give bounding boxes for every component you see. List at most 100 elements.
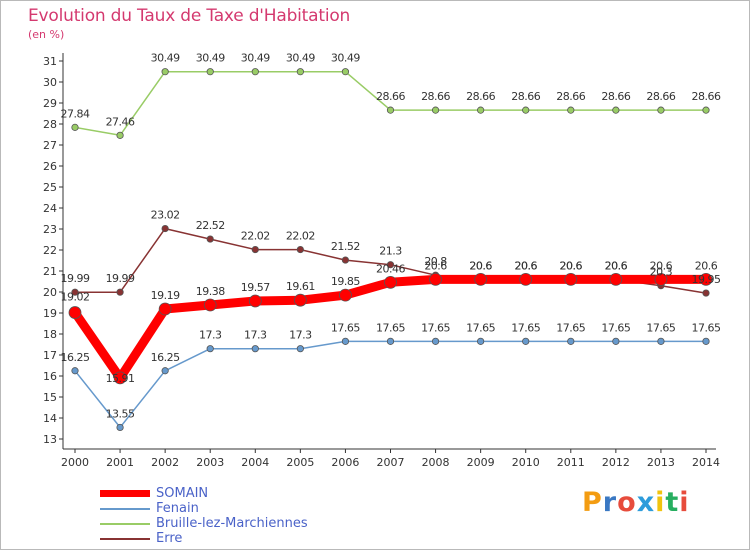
data-point	[654, 272, 668, 286]
y-tick-label: 30	[43, 76, 57, 89]
data-label: 20.6	[695, 259, 718, 272]
data-point	[206, 68, 214, 76]
y-tick-label: 13	[43, 433, 57, 446]
data-label: 21.3	[379, 245, 402, 258]
data-label: 19.61	[286, 280, 315, 293]
data-label: 19.99	[61, 272, 90, 285]
data-label: 15.91	[106, 372, 135, 385]
data-label: 19.99	[106, 272, 135, 285]
data-point	[341, 337, 350, 345]
data-label: 27.46	[106, 115, 135, 128]
legend-swatch	[100, 537, 150, 540]
data-label: 30.49	[331, 52, 360, 65]
chart-title: Evolution du Taux de Taxe d'Habitation	[28, 6, 351, 26]
data-point	[702, 106, 710, 114]
data-label: 28.66	[601, 90, 630, 103]
y-tick-label: 22	[43, 244, 57, 257]
data-point	[161, 367, 169, 375]
data-point	[206, 345, 214, 353]
data-label: 20.6	[424, 259, 447, 272]
data-label: 17.65	[511, 321, 540, 334]
data-label: 17.65	[601, 321, 630, 334]
data-label: 22.52	[196, 219, 225, 232]
data-label: 28.66	[511, 90, 540, 103]
data-label: 23.02	[151, 209, 180, 222]
data-label: 30.49	[196, 52, 225, 65]
y-tick-label: 16	[43, 370, 57, 383]
data-point	[609, 272, 623, 286]
legend-label: Fenain	[156, 501, 199, 516]
y-tick-label: 20	[43, 286, 57, 299]
data-point	[612, 337, 620, 345]
data-point	[293, 293, 307, 307]
x-tick-label: 2013	[647, 456, 675, 469]
data-label: 19.95	[692, 273, 721, 286]
data-point	[522, 337, 530, 345]
legend-item: SOMAIN	[100, 486, 308, 501]
x-tick-label: 2007	[377, 456, 405, 469]
data-label: 17.65	[466, 321, 495, 334]
data-point	[702, 337, 710, 345]
data-point	[251, 68, 259, 76]
data-label: 19.02	[61, 291, 90, 304]
y-tick-label: 17	[43, 349, 57, 362]
data-point	[161, 68, 169, 76]
data-label: 27.84	[61, 107, 90, 120]
proxiti-logo: Proxiti	[582, 487, 690, 518]
y-tick-label: 29	[43, 97, 57, 110]
chart-subtitle: (en %)	[28, 28, 65, 41]
data-point	[431, 106, 440, 114]
x-tick-label: 2014	[692, 456, 720, 469]
data-point	[386, 106, 395, 114]
logo-letter: r	[602, 487, 618, 518]
data-label: 13.55	[106, 407, 135, 420]
x-tick-label: 2002	[151, 456, 179, 469]
data-point	[248, 294, 262, 308]
data-label: 20.6	[469, 259, 492, 272]
legend-swatch	[100, 522, 150, 525]
data-labels: 19.02 15.91 19.19 19.38 19.57 19.61 19.85 20.46…	[61, 52, 722, 421]
data-label: 17.65	[646, 321, 675, 334]
data-label: 20.46	[376, 262, 405, 275]
logo-letter: P	[582, 487, 603, 518]
x-tick-label: 2006	[331, 456, 359, 469]
data-point	[71, 123, 79, 131]
x-tick-label: 2001	[106, 456, 134, 469]
x-tick-label: 2004	[241, 456, 269, 469]
data-label: 22.02	[286, 230, 315, 243]
logo-letter: x	[636, 487, 656, 518]
data-point	[567, 337, 575, 345]
data-point	[251, 245, 259, 254]
data-label: 20.6	[514, 259, 537, 272]
data-label: 17.65	[331, 321, 360, 334]
data-label: 28.66	[466, 90, 495, 103]
data-point	[158, 302, 172, 316]
legend-item: Erre	[100, 531, 308, 546]
data-label: 20.6	[605, 259, 628, 272]
logo-letter: i	[679, 487, 690, 518]
series-line-2	[74, 70, 707, 137]
y-tick-label: 25	[43, 181, 57, 194]
x-tick-label: 2005	[286, 456, 314, 469]
data-point	[296, 245, 304, 254]
data-point	[384, 275, 397, 289]
y-tick-label: 19	[43, 307, 57, 320]
data-label: 17.3	[244, 329, 267, 342]
data-point	[71, 367, 79, 375]
data-label: 20.6	[514, 259, 537, 272]
data-point	[116, 423, 124, 432]
data-point	[116, 131, 124, 139]
data-label: 19.85	[331, 275, 360, 288]
logo-letter: i	[655, 487, 666, 518]
data-label: 30.49	[286, 52, 315, 65]
data-label: 28.66	[421, 90, 450, 103]
data-label: 19.19	[151, 289, 180, 302]
data-label: 16.25	[151, 351, 180, 364]
logo-letter: t	[665, 487, 680, 518]
data-label: 21.52	[331, 240, 360, 253]
x-tick-label: 2003	[196, 456, 224, 469]
data-point	[612, 106, 620, 114]
data-label: 17.65	[556, 321, 585, 334]
x-tick-label: 2012	[602, 456, 630, 469]
legend-swatch	[100, 490, 150, 497]
